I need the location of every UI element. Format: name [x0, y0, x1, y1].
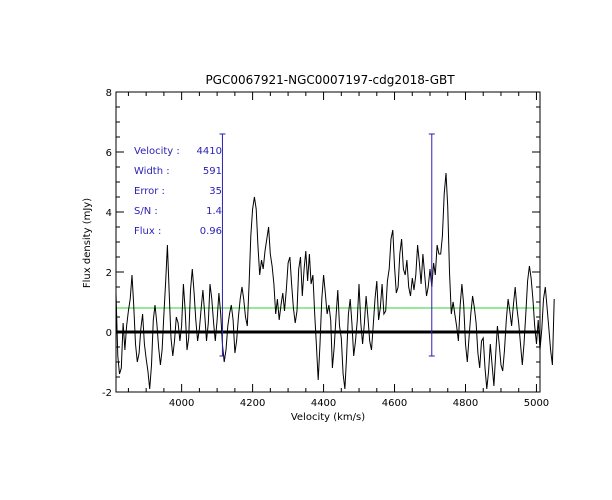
- annotation-value-0: 4410: [197, 146, 222, 157]
- y-tick-label-5: 8: [106, 88, 112, 99]
- annotation-label-0: Velocity :: [134, 146, 180, 157]
- plot-frame: [115, 91, 541, 393]
- annotation-label-1: Width :: [134, 166, 170, 177]
- y-axis-label: Flux density (mJy): [82, 198, 93, 288]
- annotation-label-2: Error :: [134, 186, 165, 197]
- x-tick-label-4: 4800: [453, 398, 478, 409]
- y-tick-label-4: 6: [106, 148, 112, 159]
- spectrum-line: [115, 172, 555, 390]
- x-tick-label-5: 5000: [524, 398, 549, 409]
- x-tick-label-0: 4000: [169, 398, 194, 409]
- annotation-value-4: 0.96: [200, 226, 222, 237]
- x-tick-label-1: 4200: [240, 398, 265, 409]
- annotation-label-3: S/N :: [134, 206, 158, 217]
- y-tick-label-2: 2: [106, 268, 112, 279]
- annotation-value-3: 1.4: [206, 206, 222, 217]
- annotation-label-4: Flux :: [134, 226, 161, 237]
- y-tick-label-3: 4: [106, 208, 112, 219]
- y-tick-label-1: 0: [106, 328, 112, 339]
- x-tick-label-2: 4400: [311, 398, 336, 409]
- x-axis-label: Velocity (km/s): [291, 412, 365, 423]
- plot-area: 4000 4200 4400 4600 4800 5000 -2 0 2 4 6 8 Velocity …: [102, 88, 555, 409]
- annotation-value-2: 35: [209, 186, 222, 197]
- annotation-value-1: 591: [203, 166, 222, 177]
- x-tick-label-3: 4600: [382, 398, 407, 409]
- chart-title: PGC0067921-NGC0007197-cdg2018-GBT: [205, 73, 455, 87]
- y-tick-label-0: -2: [102, 388, 112, 399]
